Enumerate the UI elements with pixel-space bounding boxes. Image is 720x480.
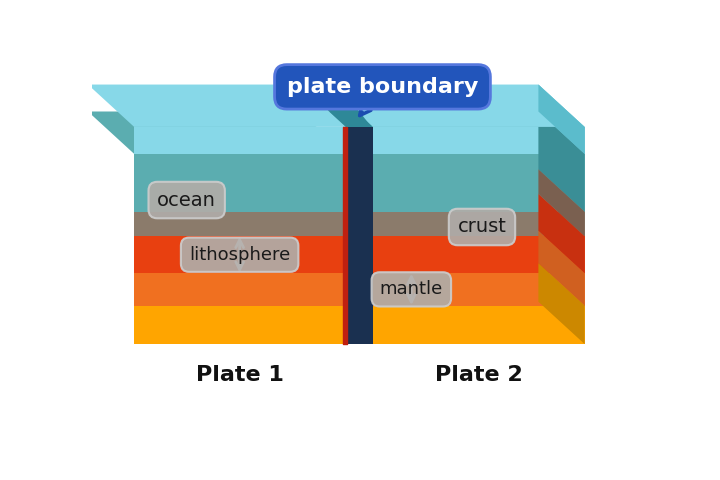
Polygon shape [327, 84, 585, 127]
Polygon shape [134, 212, 346, 236]
Text: lithosphere: lithosphere [189, 246, 290, 264]
Text: Plate 1: Plate 1 [196, 365, 284, 385]
Polygon shape [88, 84, 346, 127]
Polygon shape [134, 273, 346, 306]
Polygon shape [539, 194, 585, 273]
Text: ocean: ocean [157, 191, 216, 210]
Polygon shape [373, 236, 585, 273]
Polygon shape [539, 84, 585, 154]
Polygon shape [134, 236, 346, 273]
Polygon shape [346, 127, 373, 344]
Polygon shape [539, 84, 585, 154]
Polygon shape [373, 273, 585, 306]
Text: Plate 2: Plate 2 [435, 365, 523, 385]
Polygon shape [134, 127, 346, 154]
Polygon shape [300, 84, 373, 127]
Text: plate boundary: plate boundary [287, 77, 478, 116]
Polygon shape [539, 263, 585, 344]
Polygon shape [373, 127, 585, 154]
Polygon shape [134, 154, 346, 212]
Polygon shape [327, 111, 585, 154]
Polygon shape [539, 111, 585, 212]
Polygon shape [88, 111, 346, 154]
Polygon shape [134, 306, 346, 344]
Polygon shape [324, 97, 372, 127]
Text: mantle: mantle [379, 280, 443, 299]
Text: crust: crust [457, 217, 506, 237]
Polygon shape [373, 154, 585, 212]
Polygon shape [539, 169, 585, 236]
Polygon shape [373, 306, 585, 344]
Polygon shape [373, 212, 585, 236]
Polygon shape [539, 231, 585, 306]
